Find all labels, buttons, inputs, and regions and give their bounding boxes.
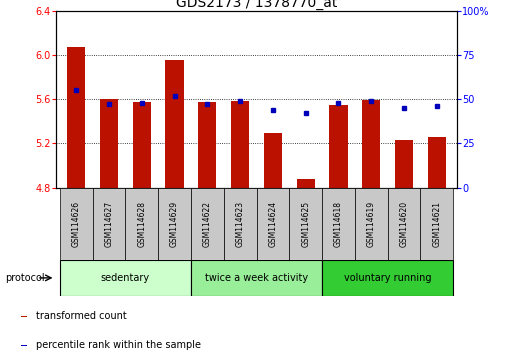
Text: GSM114619: GSM114619 (367, 201, 376, 247)
Text: voluntary running: voluntary running (344, 273, 431, 283)
Bar (395, 140, 413, 188)
Text: GSM114627: GSM114627 (105, 201, 113, 247)
Bar (92, 188, 125, 260)
Bar (231, 101, 249, 188)
Bar (256, 188, 289, 260)
Text: GSM114626: GSM114626 (72, 201, 81, 247)
Bar (199, 102, 216, 188)
Bar (355, 188, 388, 260)
Text: transformed count: transformed count (36, 311, 127, 321)
Bar (158, 188, 191, 260)
Text: protocol: protocol (5, 273, 45, 283)
Text: GSM114618: GSM114618 (334, 201, 343, 247)
Text: GSM114622: GSM114622 (203, 201, 212, 247)
Text: GSM114628: GSM114628 (137, 201, 146, 247)
Bar (60, 260, 191, 296)
Title: GDS2173 / 1378770_at: GDS2173 / 1378770_at (176, 0, 337, 10)
Bar (67, 47, 85, 188)
Bar (264, 133, 282, 188)
Bar (191, 188, 224, 260)
Text: twice a week activity: twice a week activity (205, 273, 308, 283)
Bar (21, 345, 27, 346)
Bar (428, 137, 446, 188)
Text: GSM114620: GSM114620 (400, 201, 408, 247)
Bar (322, 260, 453, 296)
Bar (60, 188, 92, 260)
Text: GSM114625: GSM114625 (301, 201, 310, 247)
Bar (100, 99, 118, 188)
Bar (421, 188, 453, 260)
Bar (297, 179, 314, 188)
Bar (329, 105, 347, 188)
Bar (166, 61, 184, 188)
Bar (362, 100, 380, 188)
Text: sedentary: sedentary (101, 273, 150, 283)
Bar (191, 260, 322, 296)
Text: GSM114624: GSM114624 (268, 201, 278, 247)
Text: GSM114629: GSM114629 (170, 201, 179, 247)
Bar (125, 188, 158, 260)
Bar (289, 188, 322, 260)
Text: GSM114623: GSM114623 (235, 201, 245, 247)
Bar (133, 102, 151, 188)
Text: GSM114621: GSM114621 (432, 201, 441, 247)
Bar (388, 188, 421, 260)
Bar (224, 188, 256, 260)
Bar (322, 188, 355, 260)
Text: percentile rank within the sample: percentile rank within the sample (36, 340, 201, 350)
Bar (21, 315, 27, 316)
